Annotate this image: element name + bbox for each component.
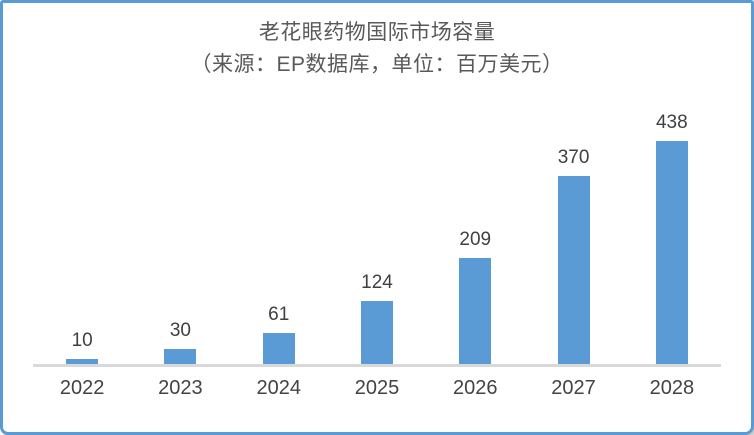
x-axis-labels: 2022 2023 2024 2025 2026 2027 2028 <box>33 376 721 400</box>
x-axis-tick-label: 2022 <box>59 377 105 399</box>
x-axis-tick-label: 2023 <box>158 377 203 399</box>
bar-column: 438 <box>623 112 721 364</box>
bar-column: 10 <box>33 330 131 364</box>
bar-value-label: 209 <box>459 229 492 250</box>
bar <box>459 258 492 364</box>
x-axis-line <box>33 364 721 367</box>
bar-column: 30 <box>131 320 229 364</box>
plot-area: 10 30 61 124 209 370 438 <box>33 81 721 364</box>
bar <box>655 141 688 364</box>
bar-value-label: 10 <box>71 330 93 351</box>
bar-column: 124 <box>328 272 426 364</box>
bar-value-label: 438 <box>655 112 688 133</box>
x-axis-tick-label: 2027 <box>551 377 596 399</box>
bar-column: 209 <box>426 229 524 364</box>
x-axis-tick-label: 2028 <box>649 377 695 399</box>
x-axis-tick-label: 2025 <box>354 377 400 399</box>
chart-title-block: 老花眼药物国际市场容量 （来源：EP数据库，单位：百万美元） <box>3 3 751 81</box>
bar <box>360 301 393 364</box>
bar <box>557 176 590 364</box>
bar <box>164 349 197 364</box>
x-axis-tick-label: 2024 <box>256 377 301 399</box>
chart-subtitle: （来源：EP数据库，单位：百万美元） <box>190 53 564 76</box>
bar-column: 61 <box>230 304 328 364</box>
bar-value-label: 61 <box>268 304 290 325</box>
bar-value-label: 370 <box>557 147 590 168</box>
bar-column: 370 <box>524 147 622 364</box>
bar <box>262 333 295 364</box>
bar-value-label: 30 <box>169 320 191 341</box>
bar-value-label: 124 <box>361 272 393 293</box>
chart-title: 老花眼药物国际市场容量 <box>258 21 496 44</box>
x-axis-tick-label: 2026 <box>453 377 498 399</box>
bar <box>66 359 99 364</box>
